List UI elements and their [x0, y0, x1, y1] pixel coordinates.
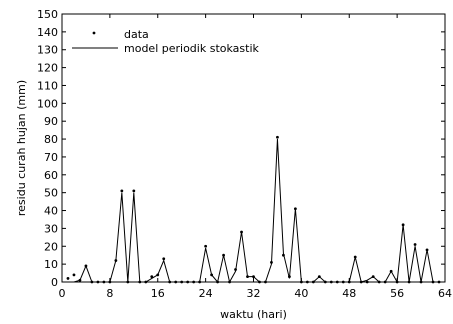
data-point [252, 275, 255, 279]
data-point [168, 280, 172, 284]
y-tick-label: 110 [37, 79, 58, 92]
data-point [264, 280, 267, 284]
data-point [150, 275, 154, 279]
data-point [66, 277, 70, 280]
data-point [228, 280, 231, 284]
data-point [234, 268, 237, 271]
data-series [66, 135, 441, 284]
y-tick-label: 30 [44, 222, 58, 235]
data-point [162, 257, 166, 261]
data-point [138, 280, 142, 284]
data-point [90, 280, 94, 284]
y-tick-label: 90 [44, 115, 58, 128]
data-point [198, 280, 202, 284]
data-point [419, 280, 423, 284]
data-point [413, 243, 417, 246]
data-point [96, 280, 100, 284]
data-point [323, 280, 327, 284]
y-tick-label: 20 [44, 240, 58, 253]
legend: data model periodik stokastik [72, 28, 260, 55]
data-point [282, 253, 285, 257]
data-point [270, 260, 273, 264]
x-tick-label: 48 [342, 287, 356, 300]
data-point [84, 264, 88, 268]
data-point [246, 275, 249, 279]
data-point [132, 189, 136, 193]
data-point [347, 280, 351, 284]
x-tick-label: 8 [106, 287, 113, 300]
y-tick-label: 80 [44, 133, 58, 146]
data-point [102, 280, 106, 284]
x-tick-label: 40 [294, 287, 308, 300]
x-tick-label: 32 [247, 287, 261, 300]
y-tick-label: 140 [37, 26, 58, 39]
data-point [395, 280, 399, 284]
y-tick-label: 130 [37, 44, 58, 57]
data-point [341, 280, 345, 284]
data-point [186, 280, 190, 284]
data-point [72, 273, 76, 277]
data-point [311, 280, 315, 284]
data-point [431, 280, 435, 284]
data-point [299, 280, 303, 284]
x-tick-label: 24 [199, 287, 213, 300]
data-point [108, 280, 112, 284]
x-axis-label: waktu (hari) [220, 308, 287, 321]
data-point [329, 280, 333, 284]
data-point [407, 280, 411, 284]
y-tick-label: 10 [44, 258, 58, 271]
y-tick-label: 0 [51, 276, 58, 289]
x-tick-label: 56 [390, 287, 404, 300]
data-point [114, 259, 118, 262]
data-point [240, 230, 243, 234]
data-point [276, 135, 279, 139]
data-point [120, 189, 124, 193]
data-point [156, 273, 160, 277]
data-point [258, 280, 261, 284]
legend-label-model: model periodik stokastik [124, 42, 260, 55]
data-point [144, 280, 148, 284]
data-point [371, 275, 375, 279]
data-point [192, 280, 196, 284]
y-tick-label: 100 [37, 97, 58, 110]
data-point [425, 248, 429, 252]
data-point [305, 280, 309, 284]
y-tick-label: 60 [44, 169, 58, 182]
data-point [78, 278, 82, 282]
data-point [401, 223, 405, 227]
x-tick-label: 16 [151, 287, 165, 300]
y-tick-label: 40 [44, 205, 58, 218]
data-point [126, 280, 130, 284]
data-point [216, 280, 219, 284]
data-point [365, 280, 369, 284]
x-axis-ticks: 0 8 16 24 32 40 48 56 64 [59, 14, 452, 300]
data-point [335, 280, 339, 284]
y-tick-label: 120 [37, 62, 58, 75]
data-point [359, 280, 363, 284]
data-point [317, 275, 321, 279]
y-axis-ticks: 0 10 20 30 40 50 60 70 80 90 100 110 120 130 140 150 [37, 8, 445, 289]
data-point [180, 280, 184, 284]
data-point [437, 280, 441, 284]
data-point [383, 280, 387, 284]
legend-data-marker [92, 31, 96, 35]
y-tick-label: 50 [44, 187, 58, 200]
plot-area [61, 13, 446, 283]
data-point [353, 255, 357, 259]
y-tick-label: 150 [37, 8, 58, 21]
x-tick-label: 0 [59, 287, 66, 300]
data-point [293, 207, 297, 211]
data-point [204, 244, 208, 248]
x-tick-label: 64 [438, 287, 452, 300]
data-point [288, 275, 291, 279]
data-point [174, 280, 178, 284]
legend-label-data: data [124, 28, 149, 41]
y-tick-label: 70 [44, 151, 58, 164]
data-point [377, 280, 381, 284]
data-point [210, 273, 214, 277]
data-point [222, 253, 225, 257]
y-axis-label: residu curah hujan (mm) [15, 80, 28, 216]
data-point [389, 269, 393, 273]
